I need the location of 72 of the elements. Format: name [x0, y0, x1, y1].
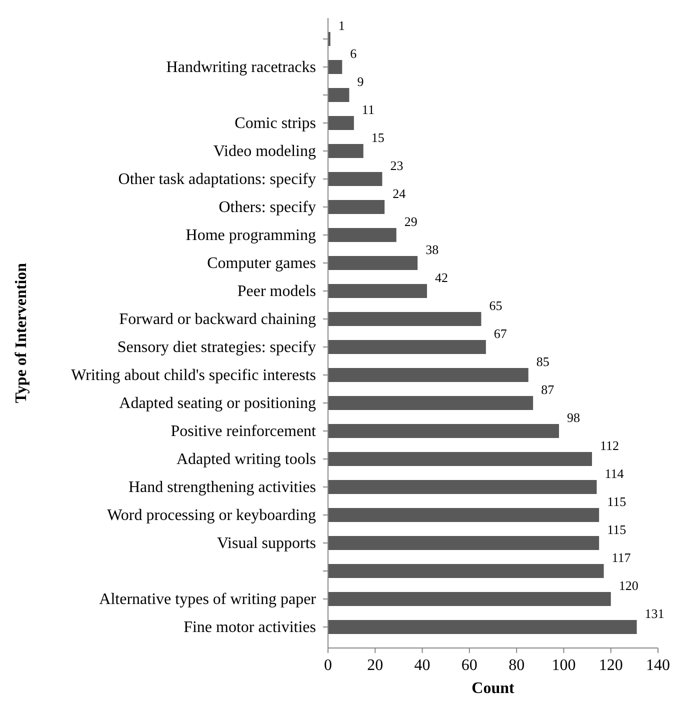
data-label: 98	[567, 410, 580, 425]
y-tick-label: Positive reinforcement	[170, 423, 317, 440]
y-tick-label: Home programming	[186, 227, 316, 244]
x-tick-label: 100	[552, 657, 576, 674]
bar	[328, 508, 600, 522]
x-tick-label: 60	[461, 657, 478, 674]
y-tick-label: Forward or backward chaining	[119, 311, 316, 328]
x-tick-label: 0	[324, 657, 332, 674]
bar	[328, 368, 528, 382]
bar	[328, 200, 385, 214]
data-label: 67	[494, 326, 508, 341]
data-label: 29	[404, 214, 418, 229]
bar	[328, 592, 611, 606]
data-label: 112	[600, 438, 620, 453]
data-label: 9	[357, 74, 364, 89]
bar	[328, 620, 637, 634]
y-tick-label: Hand strengthening activities	[128, 479, 316, 496]
bar	[328, 340, 486, 354]
y-tick-label: Adapted seating or positioning	[119, 395, 316, 412]
bar	[328, 116, 354, 130]
y-tick-label: Peer models	[237, 283, 316, 300]
x-tick-label: 120	[598, 657, 623, 674]
x-axis-title: Count	[472, 680, 516, 697]
x-tick-label: 20	[367, 657, 384, 674]
bar	[328, 452, 592, 466]
data-label: 115	[607, 494, 626, 509]
y-tick-label: Word processing or keyboarding	[107, 507, 316, 524]
data-label: 65	[489, 298, 502, 313]
bar	[328, 480, 597, 494]
bar	[328, 312, 482, 326]
data-label: 117	[612, 550, 632, 565]
data-label: 115	[607, 522, 626, 537]
bar	[328, 256, 418, 270]
data-label: 1	[338, 18, 345, 33]
y-tick-label: Alternative types of writing paper	[99, 591, 317, 608]
data-label: 11	[362, 102, 374, 117]
data-label: 87	[541, 382, 555, 397]
data-label: 23	[390, 158, 404, 173]
y-tick-label: Video modeling	[213, 143, 316, 160]
bar	[328, 284, 427, 298]
data-label: 120	[618, 578, 638, 593]
y-tick-label: Other task adaptations: specify	[118, 171, 316, 188]
data-label: 114	[604, 466, 624, 481]
bar	[328, 564, 604, 578]
bar	[328, 536, 600, 550]
bar	[328, 228, 396, 242]
x-tick-label: 80	[508, 657, 525, 674]
y-tick-label: Sensory diet strategies: specify	[117, 339, 316, 356]
bar	[328, 424, 559, 438]
bar	[328, 172, 382, 186]
x-tick-label: 40	[414, 657, 430, 674]
y-tick-label: Handwriting racetracks	[166, 59, 316, 76]
data-label: 42	[435, 270, 448, 285]
data-label: 85	[536, 354, 550, 369]
data-label: 131	[644, 606, 664, 621]
y-tick-label: Writing about child's specific interests	[71, 367, 316, 384]
y-tick-label: Fine motor activities	[184, 619, 316, 636]
y-tick-label: Comic strips	[234, 115, 316, 132]
bar	[328, 396, 534, 410]
bar	[328, 60, 342, 74]
y-tick-label: Others: specify	[218, 199, 316, 216]
y-tick-label: Visual supports	[216, 535, 316, 552]
data-label: 6	[350, 46, 358, 61]
y-tick-label: Adapted writing tools	[176, 451, 316, 468]
y-axis-title: Type of Intervention	[13, 262, 30, 404]
bar	[328, 144, 364, 158]
data-label: 38	[426, 242, 439, 257]
x-tick-label: 140	[646, 657, 670, 674]
data-label: 24	[392, 186, 406, 201]
y-tick-label: Computer games	[207, 255, 316, 272]
data-label: 15	[371, 130, 384, 145]
bar	[328, 88, 350, 102]
